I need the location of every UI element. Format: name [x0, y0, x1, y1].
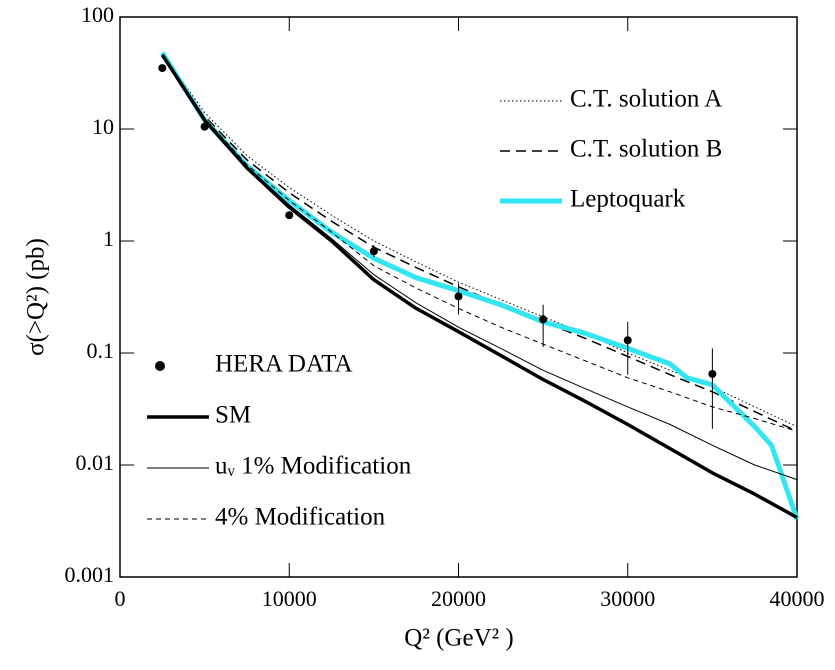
legend-label: Leptoquark	[570, 186, 686, 213]
data-point	[539, 315, 548, 324]
data-point	[369, 247, 378, 256]
data-point	[158, 64, 167, 73]
data-point	[454, 292, 463, 301]
legend-label: C.T. solution B	[570, 136, 722, 163]
series-line	[161, 54, 798, 432]
x-tick-label: 10000	[262, 586, 317, 611]
series-line	[160, 53, 798, 520]
x-tick-label: 20000	[431, 586, 486, 611]
legend-label: SM	[215, 402, 251, 429]
x-tick-label: 30000	[600, 586, 655, 611]
x-tick-label: 40000	[770, 586, 825, 611]
legend-label: 4% Modification	[215, 504, 386, 531]
y-axis-label: σ(>Q²) (pb)	[23, 238, 50, 356]
y-tick-label: 0.1	[87, 338, 115, 363]
y-tick-label: 0.01	[76, 450, 115, 475]
legend-label: C.T. solution A	[570, 86, 722, 113]
x-axis-label: Q² (GeV² )	[404, 625, 513, 652]
legend-label: HERA DATA	[215, 351, 353, 378]
legend-marker	[155, 361, 165, 371]
series-line	[161, 54, 798, 481]
y-tick-label: 100	[81, 2, 114, 27]
series-line	[160, 51, 800, 520]
y-tick-label: 0.001	[65, 562, 115, 587]
data-point	[708, 369, 717, 378]
data-point	[623, 336, 632, 345]
y-tick-label: 10	[92, 114, 114, 139]
y-tick-label: 1	[103, 226, 114, 251]
data-point	[285, 211, 294, 220]
x-tick-label: 0	[115, 586, 126, 611]
legend-label: uᵥ 1% Modification	[215, 453, 412, 480]
